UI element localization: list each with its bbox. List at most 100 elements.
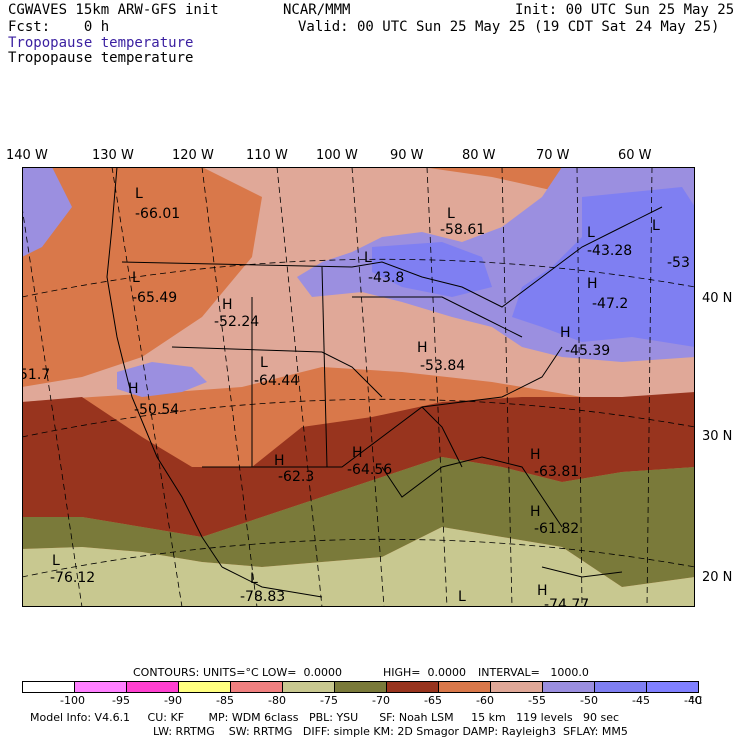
lon-label-120w: 120 W xyxy=(172,148,214,163)
colorbar-unit: °C xyxy=(689,694,703,707)
extremum-label-type: H xyxy=(222,297,233,313)
extremum-label-type: L xyxy=(652,218,660,234)
extremum-label-type: L xyxy=(250,571,258,587)
extremum-label-type: L xyxy=(447,206,455,222)
contours-high: HIGH= 0.0000 xyxy=(383,666,467,679)
field-darkred xyxy=(22,392,695,537)
lat-label-30n: 30 N xyxy=(702,429,733,444)
colorbar-tick-label: -40 xyxy=(684,694,702,707)
colorbar-tick-label: -45 xyxy=(632,694,650,707)
extremum-label-type: L xyxy=(458,589,466,605)
colorbar-tick-label: -70 xyxy=(372,694,390,707)
extremum-label-value: -50.54 xyxy=(134,402,179,418)
extremum-label-value: -66.01 xyxy=(135,206,180,222)
extremum-label-value: -45.39 xyxy=(565,343,610,359)
colorbar-swatch xyxy=(22,681,75,693)
extremum-label-value: -53.84 xyxy=(420,358,465,374)
model-info-line1: Model Info: V4.6.1 CU: KF MP: WDM 6class… xyxy=(30,711,620,724)
lon-label-140w: 140 W xyxy=(6,148,48,163)
extremum-label-value: -43.28 xyxy=(587,243,632,259)
extremum-label-type: H xyxy=(352,445,363,461)
lon-label-90w: 90 W xyxy=(390,148,424,163)
extremum-label-value: -64.56 xyxy=(347,462,392,478)
colorbar-swatch xyxy=(74,681,127,693)
model-title: CGWAVES 15km ARW-GFS init xyxy=(8,2,219,18)
colorbar-swatch xyxy=(334,681,387,693)
extremum-label-type: H xyxy=(530,447,541,463)
extremum-label-type: H xyxy=(537,583,548,599)
lon-label-80w: 80 W xyxy=(462,148,496,163)
extremum-label-type: L xyxy=(587,225,595,241)
colorbar-swatch xyxy=(438,681,491,693)
colorbar-swatch xyxy=(646,681,699,693)
extremum-label-type: H xyxy=(417,340,428,356)
extremum-label-type: L xyxy=(364,250,372,266)
colorbar-swatch xyxy=(230,681,283,693)
colorbar-tick-label: -80 xyxy=(268,694,286,707)
colorbar-tick-label: -55 xyxy=(528,694,546,707)
field-west-orange xyxy=(22,167,262,387)
model-info-line2: LW: RRTMG SW: RRTMG DIFF: simple KM: 2D … xyxy=(153,725,628,738)
extremum-label-type: H xyxy=(274,453,285,469)
colorbar-tick-label: -95 xyxy=(112,694,130,707)
lon-label-100w: 100 W xyxy=(316,148,358,163)
contours-interval: INTERVAL= 1000.0 xyxy=(478,666,589,679)
colorbar-tick-label: -50 xyxy=(580,694,598,707)
lon-label-110w: 110 W xyxy=(246,148,288,163)
colorbar-swatch xyxy=(282,681,335,693)
colorbar-tick-label: -100 xyxy=(60,694,85,707)
extremum-label-value: 51.7 xyxy=(22,367,50,383)
valid-time: Valid: 00 UTC Sun 25 May 25 (19 CDT Sat … xyxy=(298,19,720,35)
graticule xyxy=(22,167,695,607)
field-ne-blue xyxy=(512,187,695,347)
lon-label-60w: 60 W xyxy=(618,148,652,163)
map-frame xyxy=(22,167,695,607)
field-west-blob xyxy=(117,362,207,397)
field-olive xyxy=(22,457,695,587)
extremum-label-value: -58.61 xyxy=(440,222,485,238)
colorbar-swatch xyxy=(178,681,231,693)
colorbar-tick-label: -85 xyxy=(216,694,234,707)
extremum-label-value: -53 xyxy=(667,255,690,271)
org-label: NCAR/MMM xyxy=(283,2,351,18)
extremum-label-value: -52.24 xyxy=(214,314,259,330)
field-title-secondary: Tropopause temperature xyxy=(8,50,194,66)
extrema-layer: L -66.01 L -58.61 L -43.28 L -53 H -47.2… xyxy=(22,186,690,607)
contours-units: UNITS=°C xyxy=(203,666,259,679)
extremum-label-value: -62.3 xyxy=(278,469,314,485)
extremum-label-type: L xyxy=(132,270,140,286)
init-time: Init: 00 UTC Sun 25 May 25 xyxy=(515,2,735,18)
coastlines xyxy=(106,167,663,598)
extremum-label-type: L xyxy=(135,186,143,202)
colorbar-tick-label: -65 xyxy=(424,694,442,707)
extremum-label-value: -64.44 xyxy=(254,373,299,389)
extremum-label-value: -78.83 xyxy=(240,589,285,605)
lat-label-40n: 40 N xyxy=(702,291,733,306)
extremum-label-value: -43.8 xyxy=(368,270,404,286)
field-west-lavender xyxy=(22,167,72,257)
extremum-label-value: -47.2 xyxy=(592,296,628,312)
extremum-label-type: H xyxy=(530,504,541,520)
extremum-label-type: H xyxy=(587,276,598,292)
lon-label-130w: 130 W xyxy=(92,148,134,163)
extremum-label-value: -65.49 xyxy=(132,290,177,306)
extremum-label-value: -76.12 xyxy=(50,570,95,586)
colorbar-swatch xyxy=(490,681,543,693)
colorbar-tick-label: -90 xyxy=(164,694,182,707)
lon-label-70w: 70 W xyxy=(536,148,570,163)
forecast-hour: Fcst: 0 h xyxy=(8,19,110,35)
contours-low: LOW= 0.0000 xyxy=(262,666,342,679)
lat-label-20n: 20 N xyxy=(702,570,733,585)
tropopause-temperature-map: L -66.01 L -58.61 L -43.28 L -53 H -47.2… xyxy=(22,167,695,607)
colorbar-swatch xyxy=(542,681,595,693)
colorbar-tick-label: -60 xyxy=(476,694,494,707)
extremum-label-value: -61.82 xyxy=(534,521,579,537)
extremum-label-type: H xyxy=(128,381,139,397)
colorbar-swatch xyxy=(594,681,647,693)
extremum-label-value: -63.81 xyxy=(534,464,579,480)
field-khaki xyxy=(22,527,695,607)
contours-label: CONTOURS: xyxy=(133,666,200,679)
colorbar-tick-label: -75 xyxy=(320,694,338,707)
colorbar-swatch xyxy=(386,681,439,693)
extremum-label-type: L xyxy=(260,355,268,371)
